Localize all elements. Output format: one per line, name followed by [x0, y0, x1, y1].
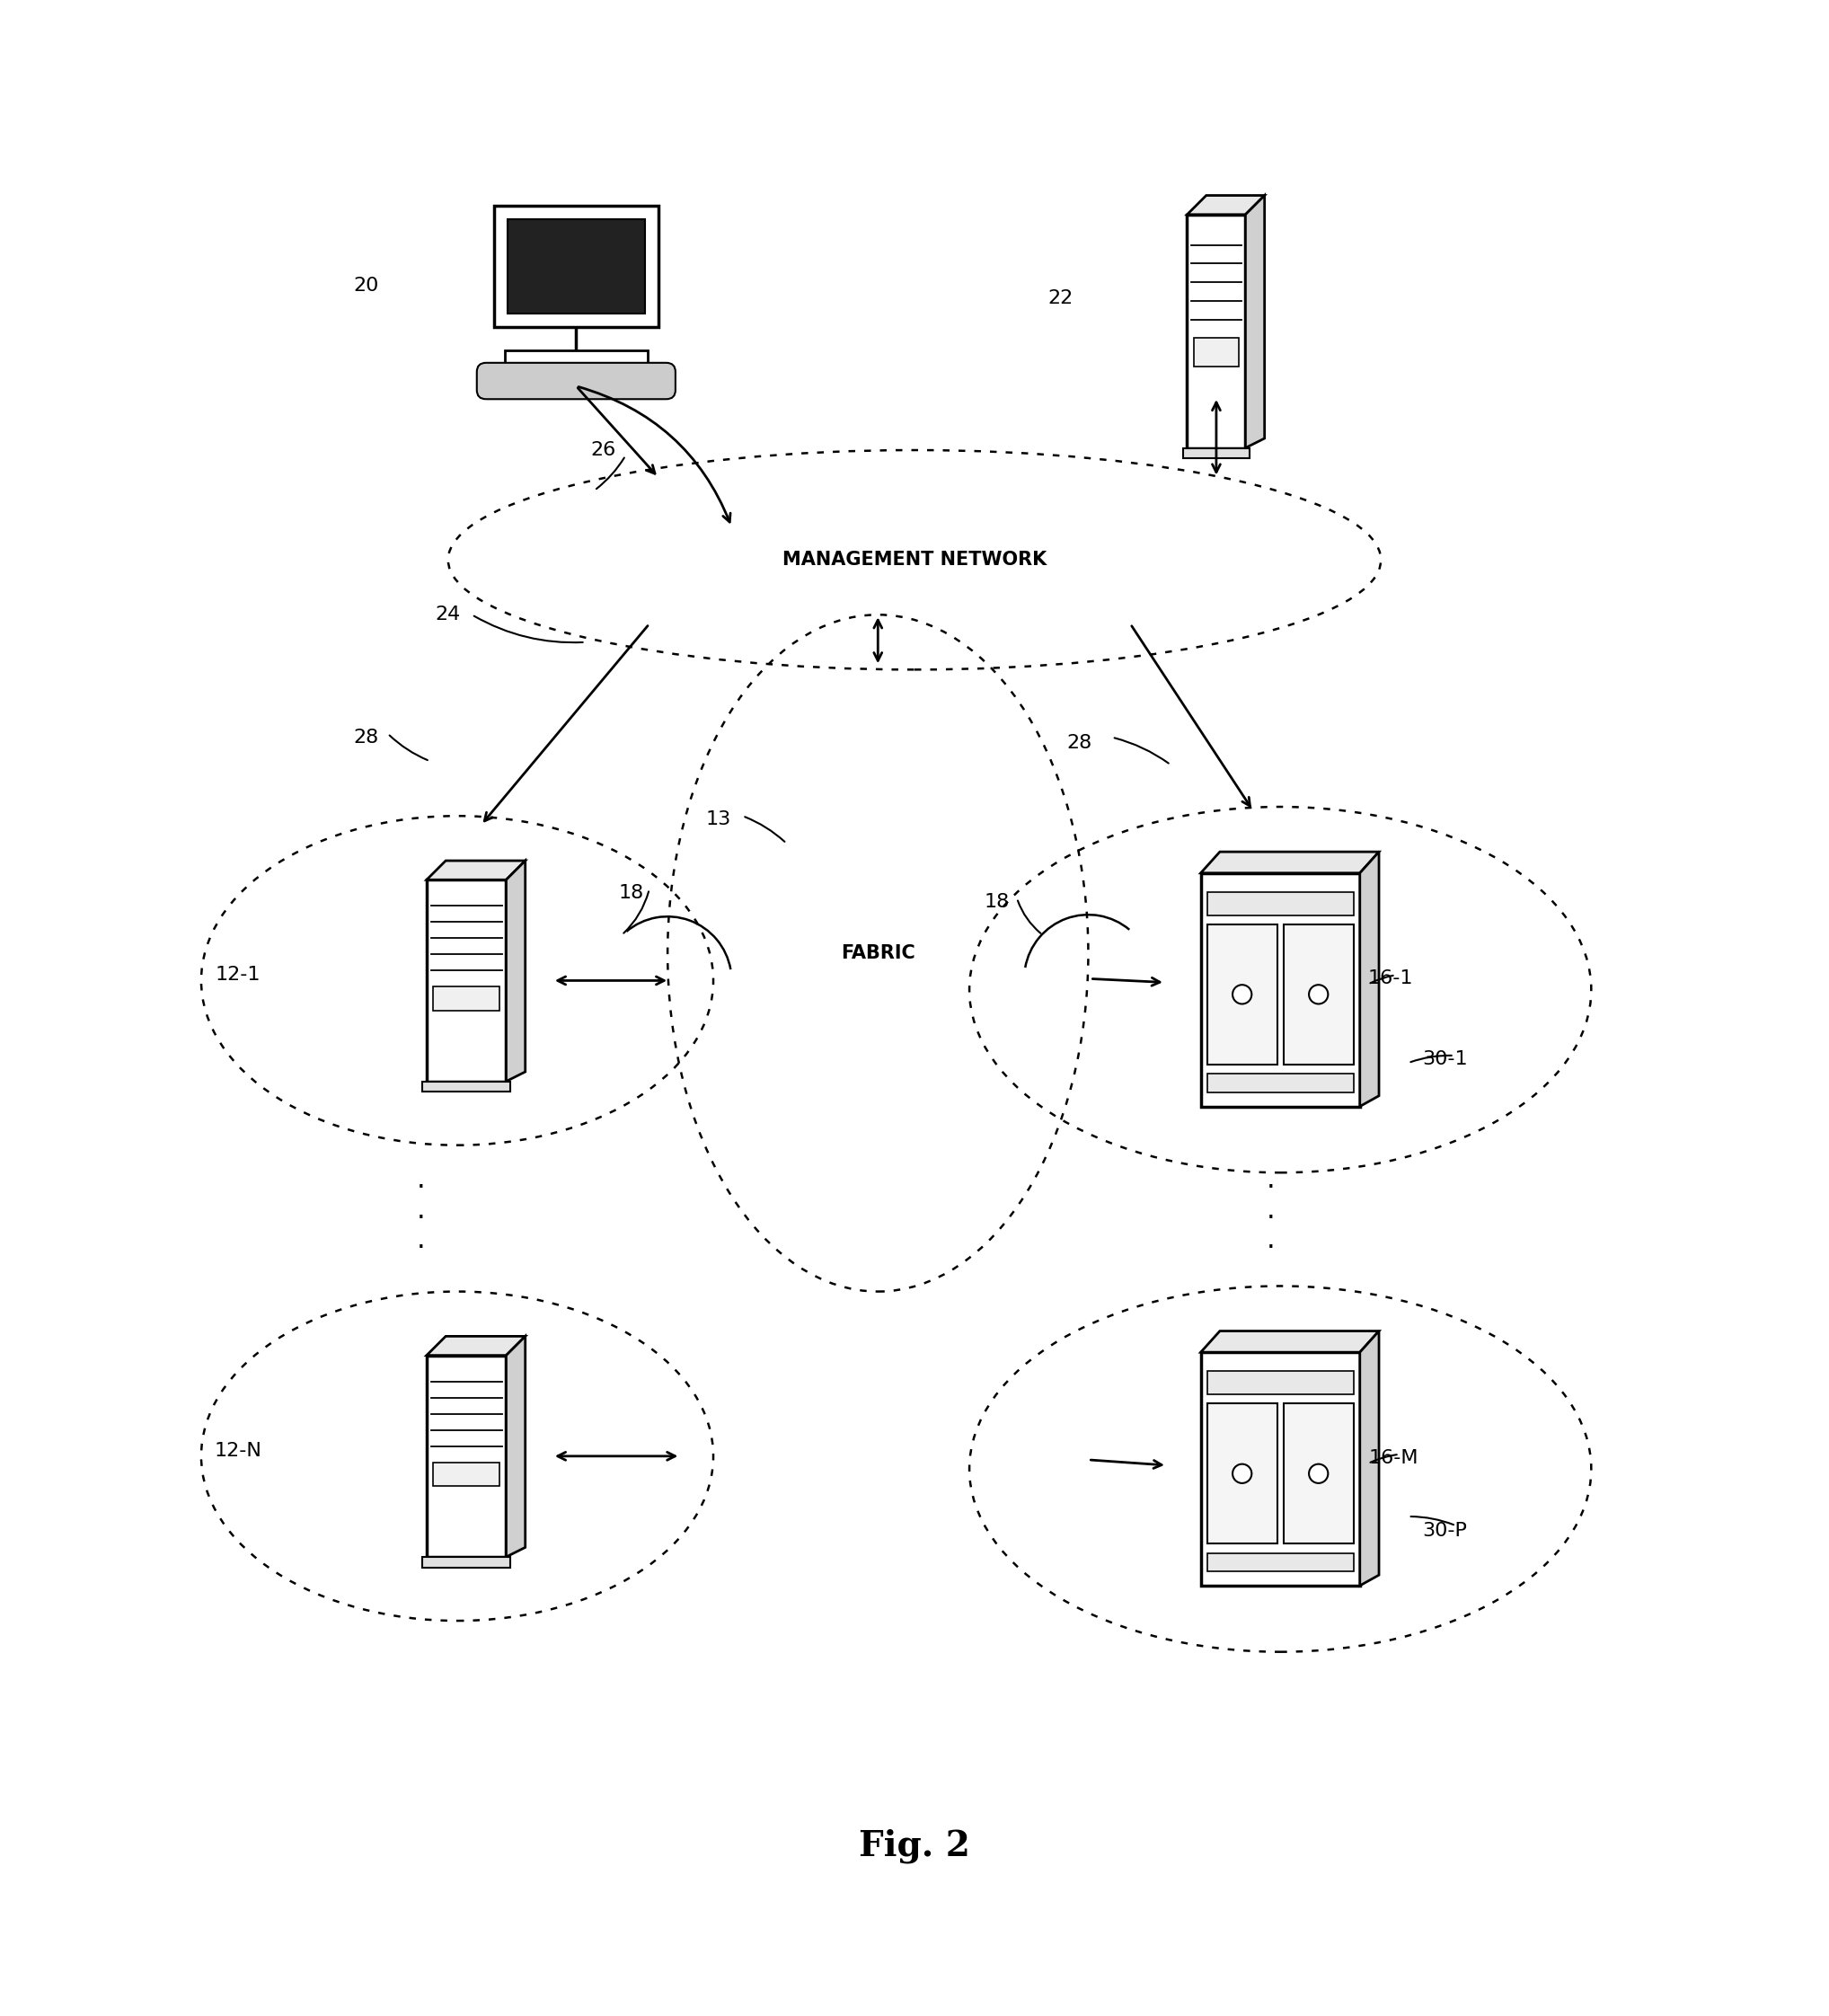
Polygon shape	[1187, 196, 1264, 214]
Bar	[1200, 873, 1359, 1107]
Bar	[1207, 1371, 1353, 1395]
Polygon shape	[507, 861, 525, 1081]
Text: ·
·
·: · · ·	[1267, 1175, 1275, 1262]
Circle shape	[1310, 986, 1328, 1004]
Text: 28: 28	[1066, 734, 1092, 752]
Polygon shape	[426, 1337, 525, 1355]
Bar	[1194, 339, 1238, 367]
Text: FABRIC: FABRIC	[841, 943, 914, 962]
Bar	[1207, 925, 1277, 1064]
Polygon shape	[507, 1337, 525, 1556]
Text: 30-1: 30-1	[1423, 1050, 1467, 1068]
Text: Fig. 2: Fig. 2	[860, 1829, 969, 1863]
Text: MANAGEMENT NETWORK: MANAGEMENT NETWORK	[783, 550, 1046, 569]
Text: 16-M: 16-M	[1368, 1450, 1419, 1468]
Polygon shape	[1359, 1331, 1379, 1587]
Bar	[1183, 448, 1249, 458]
Bar	[426, 1355, 507, 1556]
Text: 18: 18	[984, 893, 1010, 911]
Polygon shape	[1200, 1331, 1379, 1353]
Bar	[1187, 214, 1246, 448]
Text: 12-1: 12-1	[216, 966, 260, 984]
Text: 18: 18	[618, 883, 644, 901]
Text: 24: 24	[435, 605, 461, 623]
Text: ·
·
·: · · ·	[417, 1175, 424, 1262]
Bar	[505, 351, 647, 371]
Bar	[494, 206, 658, 327]
Bar	[1284, 1403, 1353, 1544]
Bar	[433, 986, 499, 1010]
Bar	[422, 1556, 510, 1568]
Text: 20: 20	[353, 276, 379, 294]
Text: 16-1: 16-1	[1368, 970, 1412, 988]
Bar	[1200, 1353, 1359, 1587]
Bar	[1207, 891, 1353, 915]
Circle shape	[1233, 986, 1251, 1004]
FancyBboxPatch shape	[477, 363, 675, 399]
Text: 26: 26	[591, 442, 616, 460]
Polygon shape	[1359, 853, 1379, 1107]
Text: 13: 13	[706, 810, 732, 829]
Bar	[508, 220, 644, 314]
Bar	[426, 879, 507, 1081]
Bar	[1284, 925, 1353, 1064]
Text: 28: 28	[353, 728, 379, 746]
Text: 22: 22	[1048, 290, 1074, 306]
Bar	[1207, 1075, 1353, 1093]
Bar	[422, 1081, 510, 1093]
Bar	[1207, 1403, 1277, 1544]
Polygon shape	[426, 861, 525, 879]
Circle shape	[1310, 1464, 1328, 1484]
Text: 30-P: 30-P	[1423, 1522, 1467, 1540]
Bar	[433, 1462, 499, 1486]
Text: 12-N: 12-N	[214, 1441, 262, 1460]
Polygon shape	[1246, 196, 1264, 448]
Bar	[1207, 1552, 1353, 1572]
Polygon shape	[1200, 853, 1379, 873]
Circle shape	[1233, 1464, 1251, 1484]
